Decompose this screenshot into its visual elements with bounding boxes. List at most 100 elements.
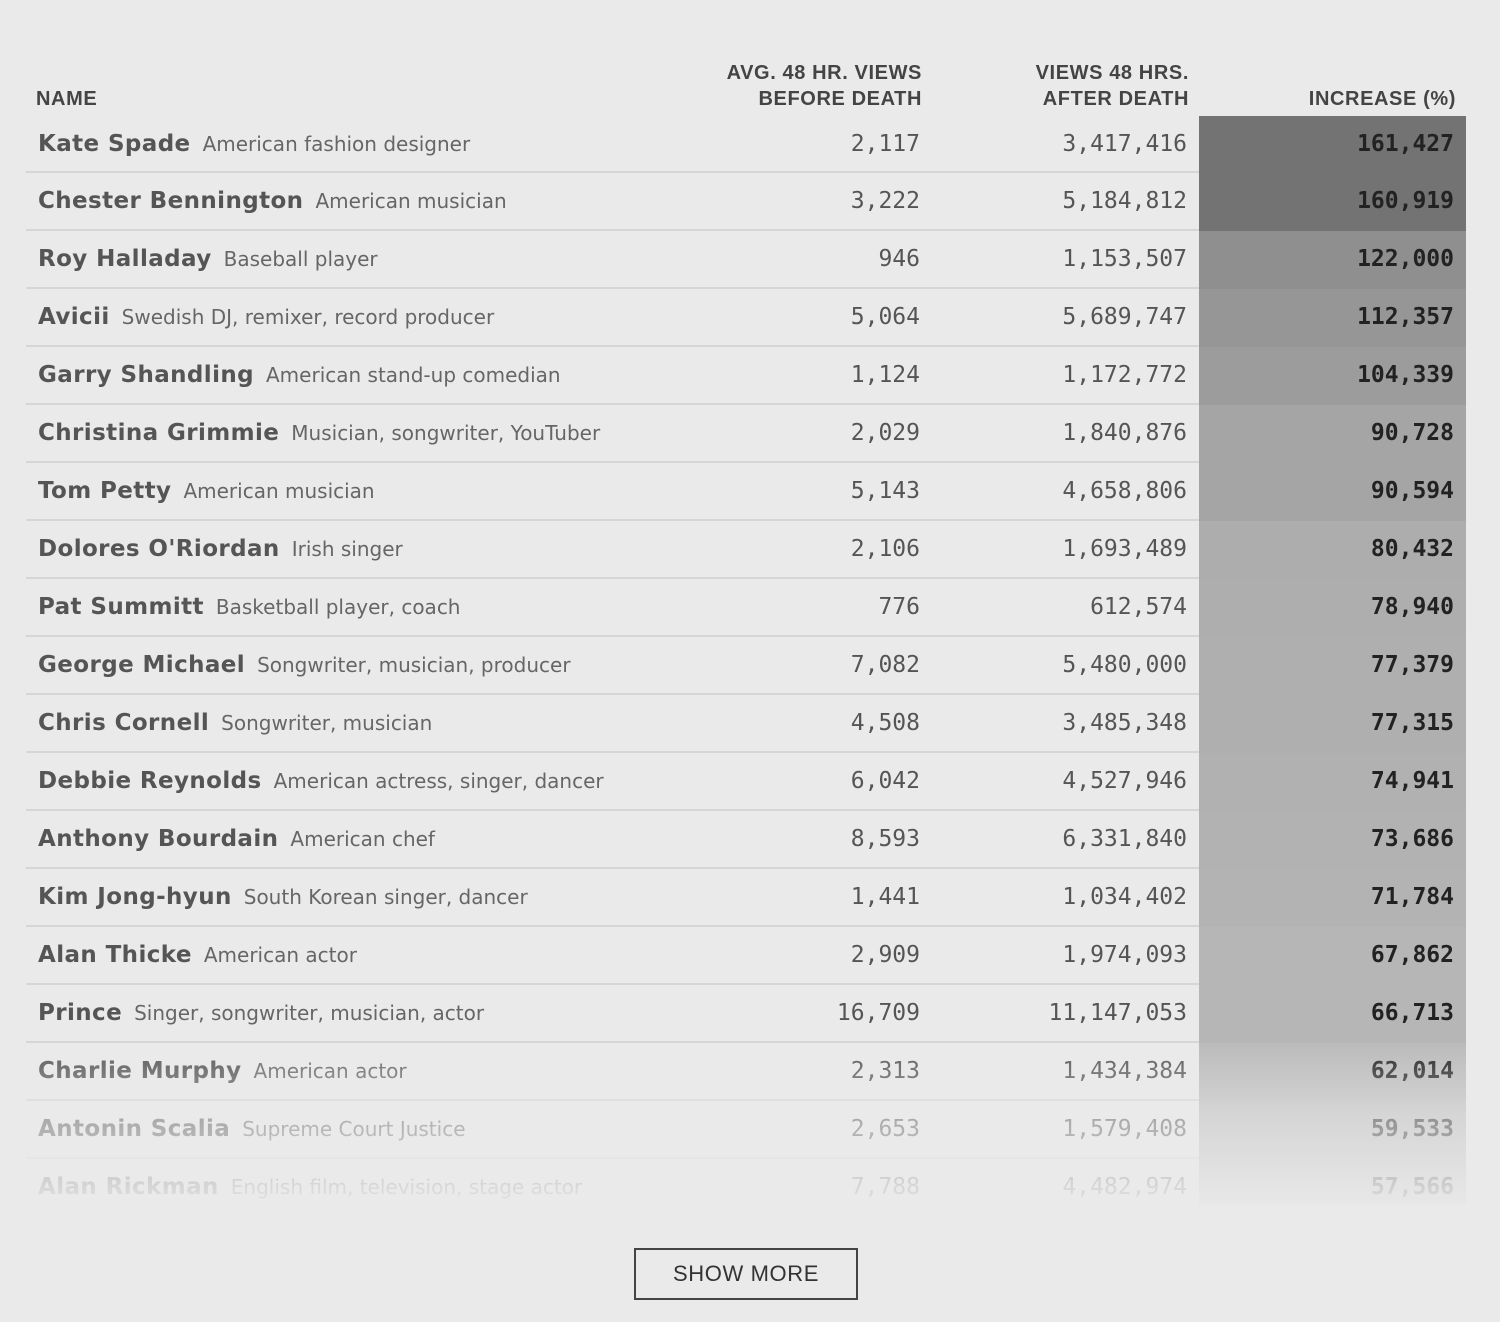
increase-value: 77,379 bbox=[1370, 652, 1454, 678]
header-views-after-line2: AFTER DEATH bbox=[1042, 88, 1189, 110]
views-after-cell: 4,527,946 bbox=[1062, 768, 1187, 794]
person-name: Christina Grimmie bbox=[38, 420, 280, 446]
person-name: George Michael bbox=[38, 652, 246, 678]
increase-cell: 59,533 bbox=[1199, 1101, 1466, 1159]
person-description: American fashion designer bbox=[202, 132, 471, 156]
views-before-cell: 2,106 bbox=[850, 536, 920, 562]
increase-cell: 73,686 bbox=[1199, 811, 1466, 869]
views-before-cell: 2,909 bbox=[850, 942, 920, 968]
views-after-cell: 1,034,402 bbox=[1062, 884, 1187, 910]
table-row: Avicii Swedish DJ, remixer, record produc… bbox=[26, 289, 1466, 347]
views-before-cell: 776 bbox=[878, 594, 920, 620]
increase-cell: 67,862 bbox=[1199, 927, 1466, 985]
table-row: Charlie Murphy American actor 2,313 1,434,3… bbox=[26, 1043, 1466, 1101]
increase-cell: 77,379 bbox=[1199, 637, 1466, 695]
name-cell: Chester Bennington American musician bbox=[38, 173, 507, 229]
increase-cell: 90,728 bbox=[1199, 405, 1466, 463]
increase-cell: 112,357 bbox=[1199, 289, 1466, 347]
person-name: Garry Shandling bbox=[38, 362, 254, 388]
name-cell: George Michael Songwriter, musician, prod… bbox=[38, 637, 571, 693]
views-before-cell: 2,029 bbox=[850, 420, 920, 446]
person-name: Pat Summitt bbox=[38, 594, 204, 620]
increase-cell: 74,941 bbox=[1199, 753, 1466, 811]
views-after-cell: 1,840,876 bbox=[1062, 420, 1187, 446]
views-after-cell: 1,153,507 bbox=[1062, 246, 1187, 272]
views-after-cell: 11,147,053 bbox=[1048, 1000, 1187, 1026]
increase-value: 66,713 bbox=[1370, 1000, 1454, 1026]
views-after-cell: 4,658,806 bbox=[1062, 478, 1187, 504]
views-after-cell: 5,480,000 bbox=[1062, 652, 1187, 678]
increase-value: 74,941 bbox=[1370, 768, 1454, 794]
person-description: Songwriter, musician bbox=[221, 711, 433, 735]
name-cell: Debbie Reynolds American actress, singer,… bbox=[38, 753, 604, 809]
increase-value: 73,686 bbox=[1370, 826, 1454, 852]
increase-cell: 80,432 bbox=[1199, 521, 1466, 579]
name-cell: Christina Grimmie Musician, songwriter, Y… bbox=[38, 405, 600, 461]
header-name: NAME bbox=[36, 88, 98, 110]
header-views-before-line1: AVG. 48 HR. VIEWS bbox=[726, 62, 922, 84]
show-more-button[interactable]: SHOW MORE bbox=[634, 1248, 858, 1300]
person-name: Chester Bennington bbox=[38, 188, 304, 214]
views-after-cell: 5,689,747 bbox=[1062, 304, 1187, 330]
person-description: Basketball player, coach bbox=[215, 595, 461, 619]
header-increase: INCREASE (%) bbox=[1308, 88, 1456, 110]
increase-value: 80,432 bbox=[1370, 536, 1454, 562]
increase-value: 112,357 bbox=[1357, 304, 1454, 330]
header-views-before-line2: BEFORE DEATH bbox=[758, 88, 922, 110]
name-cell: Chris Cornell Songwriter, musician bbox=[38, 695, 432, 751]
table-row: Chester Bennington American musician 3,222… bbox=[26, 173, 1466, 231]
increase-value: 77,315 bbox=[1370, 710, 1454, 736]
person-description: American actress, singer, dancer bbox=[273, 769, 604, 793]
table-row: Anthony Bourdain American chef 8,593 6,331,… bbox=[26, 811, 1466, 869]
person-name: Anthony Bourdain bbox=[38, 826, 279, 852]
name-cell: Pat Summitt Basketball player, coach bbox=[38, 579, 461, 635]
person-description: Musician, songwriter, YouTuber bbox=[291, 421, 601, 445]
name-cell: Tom Petty American musician bbox=[38, 463, 375, 519]
increase-cell: 104,339 bbox=[1199, 347, 1466, 405]
table-row: Debbie Reynolds American actress, singer,… bbox=[26, 753, 1466, 811]
person-description: American musician bbox=[315, 189, 507, 213]
name-cell: Charlie Murphy American actor bbox=[38, 1043, 407, 1099]
header-views-after: VIEWS 48 HRS. AFTER DEATH bbox=[889, 60, 1189, 112]
increase-cell: 90,594 bbox=[1199, 463, 1466, 521]
person-description: American stand-up comedian bbox=[266, 363, 561, 387]
name-cell: Kim Jong-hyun South Korean singer, dancer bbox=[38, 869, 528, 925]
views-after-cell: 1,974,093 bbox=[1062, 942, 1187, 968]
increase-cell: 77,315 bbox=[1199, 695, 1466, 753]
views-after-cell: 1,434,384 bbox=[1062, 1058, 1187, 1084]
increase-cell: 160,919 bbox=[1199, 173, 1466, 231]
person-description: American chef bbox=[290, 827, 435, 851]
person-name: Debbie Reynolds bbox=[38, 768, 262, 794]
views-after-cell: 6,331,840 bbox=[1062, 826, 1187, 852]
increase-value: 90,594 bbox=[1370, 478, 1454, 504]
table-row: Prince Singer, songwriter, musician, acto… bbox=[26, 985, 1466, 1043]
person-name: Chris Cornell bbox=[38, 710, 210, 736]
table-row: Garry Shandling American stand-up comedia… bbox=[26, 347, 1466, 405]
table-row: Antonin Scalia Supreme Court Justice 2,653… bbox=[26, 1101, 1466, 1159]
views-before-cell: 16,709 bbox=[836, 1000, 920, 1026]
name-cell: Roy Halladay Baseball player bbox=[38, 231, 378, 287]
views-before-cell: 5,143 bbox=[850, 478, 920, 504]
increase-value: 78,940 bbox=[1370, 594, 1454, 620]
increase-value: 122,000 bbox=[1357, 246, 1454, 272]
increase-value: 161,427 bbox=[1357, 131, 1454, 157]
increase-cell: 71,784 bbox=[1199, 869, 1466, 927]
views-after-cell: 5,184,812 bbox=[1062, 188, 1187, 214]
increase-value: 59,533 bbox=[1370, 1116, 1454, 1142]
person-description: Swedish DJ, remixer, record producer bbox=[121, 305, 495, 329]
views-after-cell: 1,172,772 bbox=[1062, 362, 1187, 388]
views-before-cell: 6,042 bbox=[850, 768, 920, 794]
views-before-cell: 2,313 bbox=[850, 1058, 920, 1084]
views-before-cell: 946 bbox=[878, 246, 920, 272]
person-name: Kate Spade bbox=[38, 131, 191, 157]
views-before-cell: 4,508 bbox=[850, 710, 920, 736]
person-name: Prince bbox=[38, 1000, 123, 1026]
views-after-cell: 1,693,489 bbox=[1062, 536, 1187, 562]
person-name: Tom Petty bbox=[38, 478, 172, 504]
person-description: English film, television, stage actor bbox=[230, 1175, 583, 1199]
person-name: Avicii bbox=[38, 304, 110, 330]
table-body: Kate Spade American fashion designer 2,117… bbox=[26, 116, 1466, 1217]
person-description: American actor bbox=[203, 943, 357, 967]
person-description: American actor bbox=[253, 1059, 407, 1083]
name-cell: Alan Thicke American actor bbox=[38, 927, 357, 983]
